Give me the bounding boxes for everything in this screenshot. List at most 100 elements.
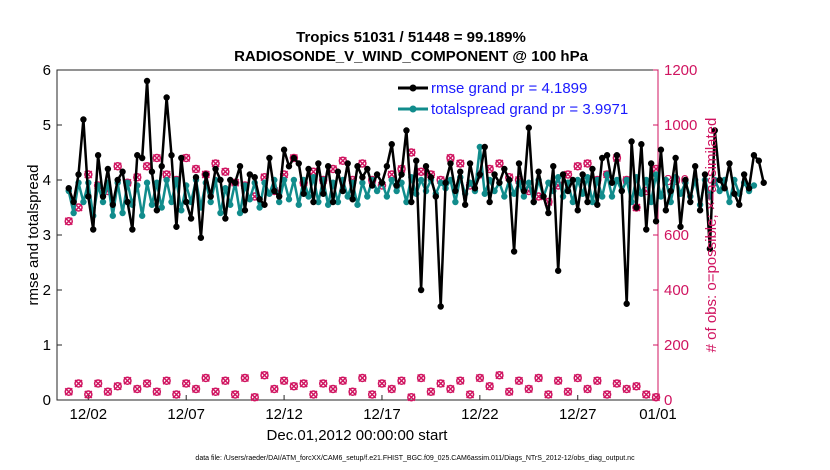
- rmse-point: [706, 245, 714, 252]
- rmse-point: [187, 215, 195, 222]
- rmse-point: [599, 154, 606, 162]
- obs-point-cross: [162, 170, 171, 179]
- obs-point-cross: [456, 376, 465, 385]
- rmse-point: [236, 163, 244, 170]
- obs-point-cross: [446, 153, 455, 163]
- obs-point: [84, 390, 93, 399]
- totalspread-point: [290, 176, 298, 184]
- obs-point-cross: [84, 390, 93, 399]
- obs-point: [456, 376, 465, 385]
- y-right-tick-label: 600: [664, 227, 689, 244]
- x-tick-label: 12/12: [265, 406, 303, 423]
- rmse-point: [99, 193, 107, 200]
- legend-rmse-marker: [409, 84, 417, 92]
- rmse-point: [657, 146, 665, 153]
- rmse-point: [378, 179, 386, 186]
- totalspread-point: [393, 187, 400, 195]
- obs-point-cross: [407, 393, 416, 402]
- totalspread-point: [383, 193, 391, 200]
- obs-point: [544, 390, 553, 399]
- rmse-point: [413, 157, 420, 164]
- obs-point-cross: [152, 387, 161, 396]
- rmse-point: [677, 223, 684, 230]
- rmse-point: [109, 201, 116, 208]
- rmse-point: [251, 174, 258, 181]
- rmse-point: [217, 176, 224, 184]
- obs-point: [142, 379, 152, 388]
- obs-point-cross: [436, 379, 445, 388]
- rmse-point: [310, 198, 317, 206]
- rmse-point: [623, 300, 630, 307]
- obs-point-cross: [417, 373, 426, 383]
- obs-point: [181, 379, 191, 388]
- obs-point: [250, 393, 259, 402]
- obs-point: [64, 387, 73, 396]
- obs-point-cross: [133, 384, 142, 394]
- chart-title-line-1: Tropics 51031 / 51448 = 99.189%: [296, 29, 526, 46]
- rmse-point: [608, 179, 616, 186]
- obs-point: [113, 162, 122, 171]
- obs-point: [407, 393, 416, 402]
- totalspread-point: [354, 201, 361, 208]
- obs-point-cross: [211, 387, 220, 396]
- rmse-point: [530, 198, 537, 206]
- obs-point-cross: [485, 382, 494, 391]
- obs-point: [113, 382, 122, 391]
- rmse-point: [90, 226, 97, 233]
- totalspread-point: [476, 143, 484, 151]
- totalspread-point: [599, 193, 606, 200]
- rmse-point: [80, 116, 87, 123]
- rmse-point: [466, 160, 474, 167]
- totalspread-point: [510, 190, 518, 197]
- rmse-point: [510, 248, 518, 255]
- y-right-tick-label: 400: [664, 282, 689, 299]
- obs-point-cross: [94, 379, 103, 388]
- rmse-point: [134, 152, 141, 159]
- rmse-point: [320, 190, 327, 197]
- obs-point: [64, 217, 73, 226]
- totalspread-point: [359, 179, 366, 186]
- totalspread-point: [554, 174, 562, 181]
- rmse-point: [750, 152, 758, 159]
- rmse-point: [158, 163, 165, 170]
- obs-point-cross: [495, 159, 504, 168]
- obs-point: [289, 153, 299, 163]
- totalspread-point: [295, 201, 302, 208]
- rmse-point: [687, 198, 694, 206]
- rmse-point: [173, 223, 180, 230]
- rmse-point: [633, 204, 640, 211]
- totalspread-point: [344, 193, 351, 200]
- obs-point-cross: [113, 162, 122, 171]
- rmse-point: [662, 207, 670, 214]
- obs-point-cross: [182, 153, 191, 163]
- obs-point-cross: [534, 373, 543, 383]
- y-tick-label: 2: [43, 282, 51, 299]
- totalspread-point: [545, 179, 552, 186]
- rmse-point: [197, 234, 205, 241]
- obs-point: [270, 384, 279, 394]
- chart-title-line-2: RADIOSONDE_V_WIND_COMPONENT @ 100 hPa: [234, 48, 589, 65]
- rmse-point: [647, 160, 655, 167]
- obs-point-cross: [74, 379, 83, 388]
- obs-point: [524, 384, 534, 394]
- obs-point: [279, 376, 289, 385]
- obs-point: [191, 164, 201, 174]
- rmse-point: [481, 143, 488, 151]
- rmse-point: [740, 171, 748, 178]
- obs-point: [602, 390, 612, 399]
- rmse-point: [222, 215, 229, 222]
- totalspread-point: [452, 198, 459, 206]
- totalspread-point: [584, 174, 591, 181]
- rmse-point: [726, 160, 733, 167]
- obs-point-cross: [524, 384, 533, 394]
- rmse-point: [691, 163, 699, 170]
- rmse-point: [143, 77, 151, 85]
- obs-point: [74, 379, 83, 388]
- rmse-point: [285, 163, 293, 170]
- rmse-point: [329, 198, 337, 206]
- obs-point-cross: [143, 162, 152, 171]
- rmse-point: [540, 193, 547, 200]
- obs-point: [465, 390, 475, 399]
- rmse-point: [731, 190, 738, 197]
- legend-rmse-label: rmse grand pr = 4.1899: [431, 80, 587, 97]
